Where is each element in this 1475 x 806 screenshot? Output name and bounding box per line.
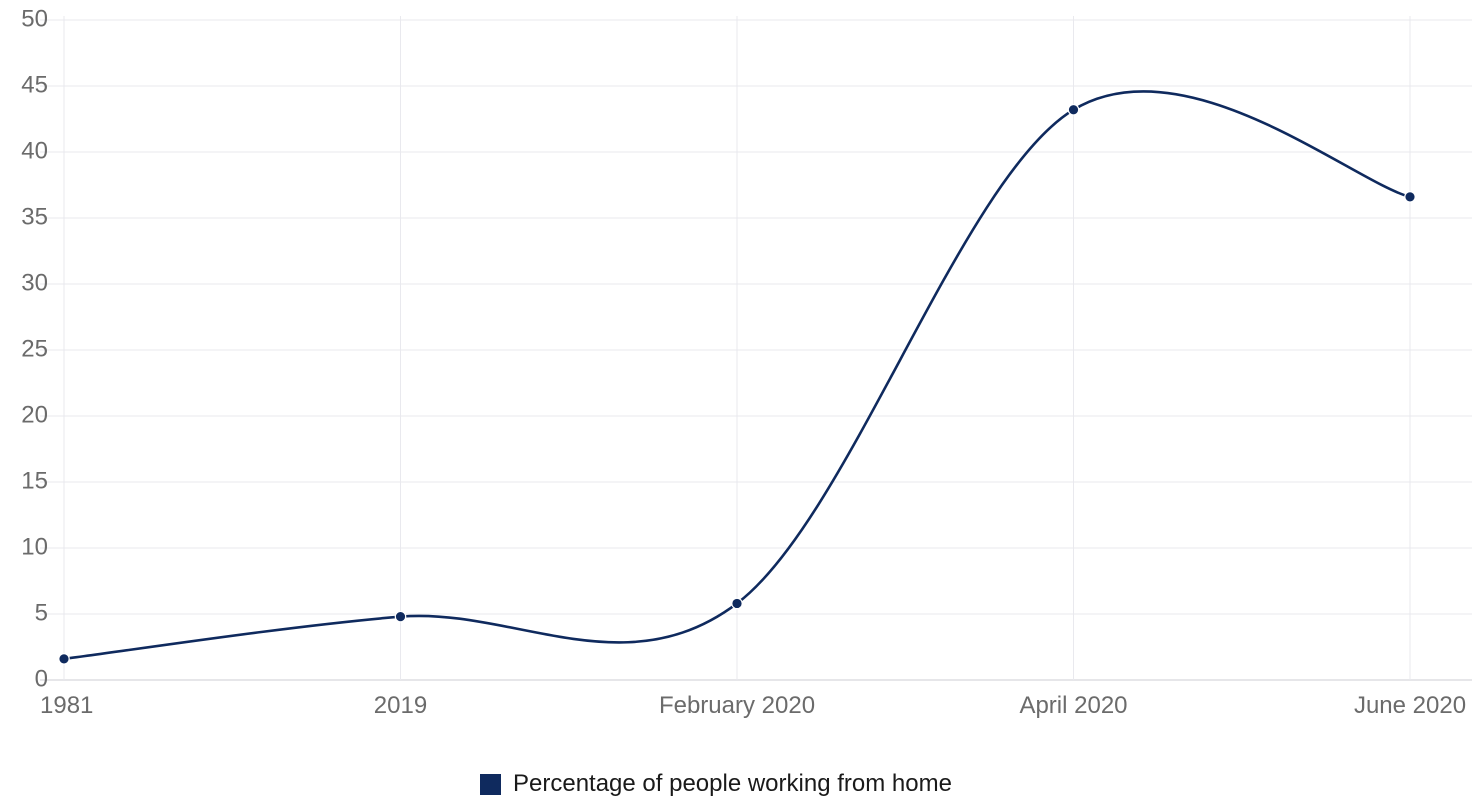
y-tick-label: 10 <box>21 533 48 560</box>
legend[interactable]: Percentage of people working from home <box>480 770 952 798</box>
data-point[interactable] <box>1067 103 1080 116</box>
y-axis-ticks: 0 5 10 15 20 25 30 35 40 45 50 <box>21 5 48 692</box>
x-tick-label: June 2020 <box>1354 692 1466 719</box>
series-layer <box>58 90 1416 665</box>
x-axis-ticks: 1981 2019 February 2020 April 2020 June 2020 <box>40 692 1466 719</box>
y-tick-label: 20 <box>21 401 48 428</box>
y-tick-label: 35 <box>21 203 48 230</box>
data-point[interactable] <box>731 597 743 610</box>
y-tick-label: 40 <box>21 137 48 164</box>
legend-label: Percentage of people working from home <box>513 770 952 797</box>
data-point[interactable] <box>394 610 407 623</box>
x-tick-label: 1981 <box>40 692 93 719</box>
y-tick-label: 50 <box>21 5 48 32</box>
legend-swatch <box>480 773 501 795</box>
x-tick-label: February 2020 <box>659 692 815 719</box>
y-tick-label: 45 <box>21 71 48 98</box>
y-tick-label: 30 <box>21 269 48 296</box>
x-tick-label: April 2020 <box>1019 692 1127 719</box>
y-tick-label: 25 <box>21 335 48 362</box>
series-line <box>62 90 1412 661</box>
y-tick-label: 15 <box>21 467 48 494</box>
grid-lines <box>40 16 1472 681</box>
y-tick-label: 5 <box>35 599 48 626</box>
y-tick-label: 0 <box>35 665 48 692</box>
data-point[interactable] <box>1404 191 1416 203</box>
data-point[interactable] <box>58 653 70 665</box>
x-tick-label: 2019 <box>374 692 427 719</box>
